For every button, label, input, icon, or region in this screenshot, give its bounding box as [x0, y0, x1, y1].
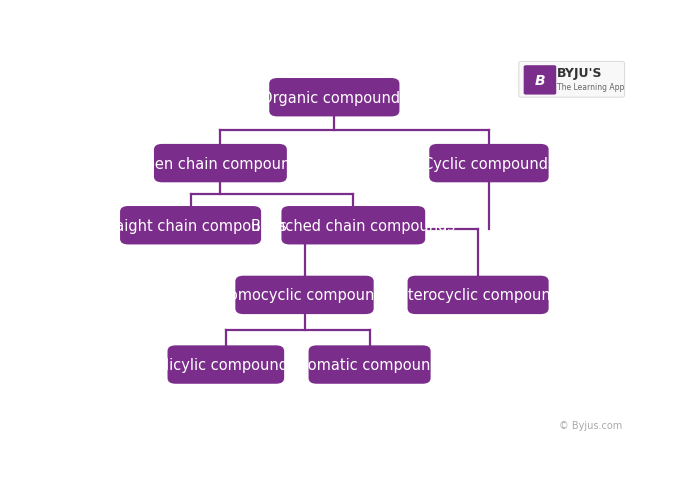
FancyBboxPatch shape	[524, 66, 556, 95]
Text: Homocyclic compounds: Homocyclic compounds	[218, 288, 391, 303]
Text: Cyclic compounds: Cyclic compounds	[423, 156, 555, 171]
Text: Open chain compounds: Open chain compounds	[134, 156, 307, 171]
Text: Aromatic compounds: Aromatic compounds	[292, 357, 447, 372]
Text: Branched chain compounds: Branched chain compounds	[251, 218, 456, 233]
Text: BYJU'S: BYJU'S	[557, 67, 603, 80]
FancyBboxPatch shape	[120, 206, 261, 245]
FancyBboxPatch shape	[519, 62, 624, 98]
Text: © Byjus.com: © Byjus.com	[559, 420, 622, 430]
FancyBboxPatch shape	[167, 346, 284, 384]
FancyBboxPatch shape	[235, 276, 374, 314]
Text: Heterocyclic compounds: Heterocyclic compounds	[389, 288, 568, 303]
FancyBboxPatch shape	[309, 346, 430, 384]
Text: Straight chain compounds: Straight chain compounds	[94, 218, 287, 233]
FancyBboxPatch shape	[281, 206, 425, 245]
FancyBboxPatch shape	[407, 276, 549, 314]
FancyBboxPatch shape	[429, 144, 549, 183]
FancyBboxPatch shape	[270, 79, 400, 117]
Text: Alicylic compounds: Alicylic compounds	[155, 357, 296, 372]
Text: The Learning App: The Learning App	[557, 82, 624, 92]
Text: B: B	[535, 74, 545, 88]
Text: Organic compounds: Organic compounds	[261, 91, 408, 105]
FancyBboxPatch shape	[154, 144, 287, 183]
